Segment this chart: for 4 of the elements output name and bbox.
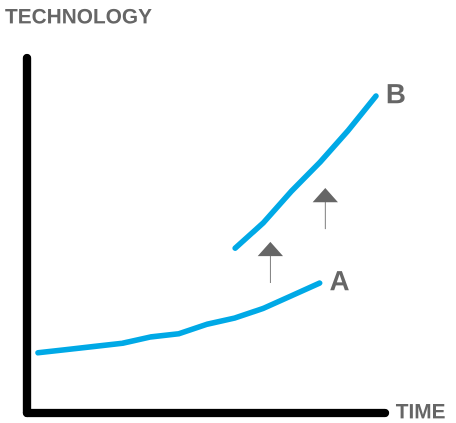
series-label: A [330, 271, 349, 290]
series-label: B [388, 84, 405, 104]
y-axis-title: TECHNOLOGY [5, 8, 152, 24]
x-axis-title: TIME [396, 404, 445, 418]
